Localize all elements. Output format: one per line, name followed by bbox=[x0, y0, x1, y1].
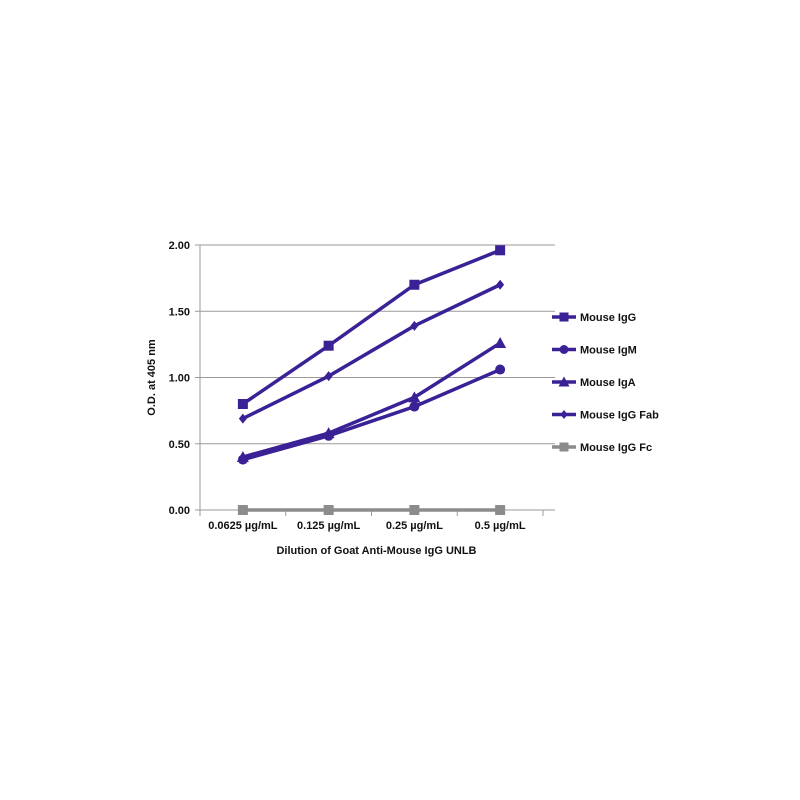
legend-label: Mouse IgM bbox=[580, 345, 637, 357]
legend-item: Mouse IgM bbox=[552, 345, 637, 357]
data-point bbox=[237, 399, 248, 409]
legend-item: Mouse IgG bbox=[552, 312, 636, 324]
y-tick-label: 0.00 bbox=[169, 505, 190, 517]
y-tick-label: 2.00 bbox=[169, 240, 190, 252]
data-point bbox=[558, 376, 570, 387]
legend-label: Mouse IgG Fc bbox=[580, 442, 652, 454]
axes: 0.00 0.50 1.00 1.50 2.00 0.0625 µg/mL 0.125 µg… bbox=[169, 240, 544, 532]
data-point bbox=[410, 320, 419, 331]
data-point bbox=[238, 413, 247, 424]
legend-label: Mouse IgG Fab bbox=[580, 410, 659, 422]
y-tick-label: 0.50 bbox=[169, 439, 190, 451]
series-line bbox=[242, 283, 501, 421]
data-point bbox=[560, 410, 568, 419]
data-point bbox=[495, 505, 506, 515]
data-point bbox=[324, 371, 333, 382]
x-tick-label: 0.5 µg/mL bbox=[475, 520, 526, 532]
series-line bbox=[241, 248, 501, 406]
legend-item: Mouse IgA bbox=[552, 376, 636, 389]
data-point bbox=[323, 430, 334, 441]
series-mouse-igg-fab bbox=[238, 279, 505, 424]
series-mouse-igm bbox=[237, 364, 506, 465]
x-tick-label: 0.0625 µg/mL bbox=[208, 520, 278, 532]
data-point bbox=[559, 345, 569, 354]
data-point bbox=[559, 312, 569, 322]
legend-item: Mouse IgG Fc bbox=[552, 442, 652, 454]
x-tick-label: 0.125 µg/mL bbox=[297, 520, 360, 532]
data-point bbox=[494, 337, 507, 349]
legend-item: Mouse IgG Fab bbox=[552, 410, 659, 422]
legend: Mouse IgG Mouse IgM Mouse IgA Mouse IgG Fab… bbox=[552, 312, 659, 454]
data-point bbox=[408, 391, 421, 403]
data-point bbox=[237, 454, 248, 465]
data-point bbox=[323, 505, 334, 515]
data-point bbox=[496, 279, 505, 290]
x-axis-title: Dilution of Goat Anti-Mouse IgG UNLB bbox=[276, 545, 476, 557]
y-tick-label: 1.00 bbox=[169, 373, 190, 385]
data-point bbox=[237, 505, 248, 515]
legend-label: Mouse IgA bbox=[580, 377, 636, 389]
data-point bbox=[409, 279, 420, 290]
data-point bbox=[409, 401, 420, 412]
series-group bbox=[236, 245, 507, 515]
x-tick-label: 0.25 µg/mL bbox=[386, 520, 443, 532]
y-tick-label: 1.50 bbox=[169, 306, 190, 318]
series-line bbox=[242, 367, 501, 462]
series-mouse-igg-fc bbox=[237, 505, 506, 515]
legend-label: Mouse IgG bbox=[580, 312, 636, 324]
series-line bbox=[242, 341, 502, 459]
data-point bbox=[559, 442, 569, 452]
series-mouse-igg bbox=[237, 245, 506, 409]
y-axis-title: O.D. at 405 nm bbox=[146, 339, 158, 416]
data-point bbox=[495, 364, 506, 375]
data-point bbox=[409, 505, 420, 515]
data-point bbox=[495, 245, 506, 256]
data-point bbox=[323, 340, 334, 351]
